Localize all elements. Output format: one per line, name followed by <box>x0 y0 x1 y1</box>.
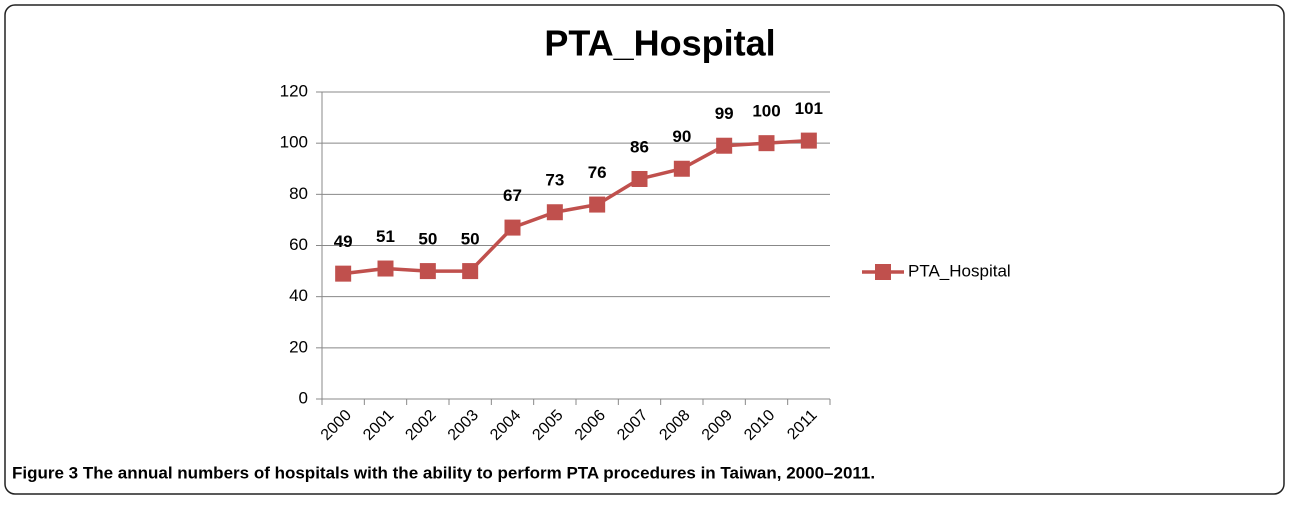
point-marker <box>335 265 352 282</box>
data-label: 51 <box>376 227 395 246</box>
point-marker <box>758 135 775 152</box>
data-label: 86 <box>630 137 649 156</box>
x-tick-label: 2002 <box>402 407 439 444</box>
y-tick-label: 120 <box>280 81 308 100</box>
data-label: 73 <box>545 171 564 190</box>
point-marker <box>546 204 563 221</box>
x-tick-label: 2010 <box>741 407 778 444</box>
data-label: 50 <box>418 230 437 249</box>
data-label: 90 <box>672 127 691 146</box>
point-marker <box>716 137 733 154</box>
point-marker <box>589 196 606 213</box>
data-label: 99 <box>715 104 734 123</box>
y-tick-label: 40 <box>289 286 308 305</box>
x-tick-label: 2008 <box>656 407 693 444</box>
data-label: 50 <box>461 230 480 249</box>
figure-border <box>4 4 1285 495</box>
y-tick-label: 80 <box>289 184 308 203</box>
x-tick-label: 2011 <box>784 407 820 443</box>
x-tick-label: 2004 <box>487 407 524 444</box>
legend-marker <box>875 264 891 280</box>
x-tick-label: 2000 <box>318 407 355 444</box>
point-marker <box>462 263 479 280</box>
x-tick-label: 2007 <box>614 407 651 444</box>
chart-title: PTA_Hospital <box>544 23 775 64</box>
point-marker <box>673 160 690 177</box>
x-tick-label: 2005 <box>529 407 566 444</box>
point-marker <box>504 219 521 236</box>
x-tick-label: 2001 <box>360 407 397 444</box>
data-label: 49 <box>334 232 353 251</box>
point-marker <box>377 260 394 277</box>
y-tick-label: 0 <box>299 388 308 407</box>
x-tick-label: 2009 <box>699 407 736 444</box>
data-label: 101 <box>795 99 823 118</box>
point-marker <box>800 132 817 149</box>
figure-caption: Figure 3 The annual numbers of hospitals… <box>12 463 875 482</box>
y-tick-label: 100 <box>280 133 308 152</box>
x-tick-label: 2003 <box>445 407 482 444</box>
series-line <box>342 138 809 276</box>
data-label: 76 <box>588 163 607 182</box>
point-marker <box>631 170 648 187</box>
x-tick-label: 2006 <box>572 407 609 444</box>
legend-label: PTA_Hospital <box>908 261 1011 280</box>
y-tick-label: 60 <box>289 235 308 254</box>
data-label: 67 <box>503 186 522 205</box>
y-tick-label: 20 <box>289 337 308 356</box>
point-marker <box>419 263 436 280</box>
data-label: 100 <box>752 102 780 121</box>
